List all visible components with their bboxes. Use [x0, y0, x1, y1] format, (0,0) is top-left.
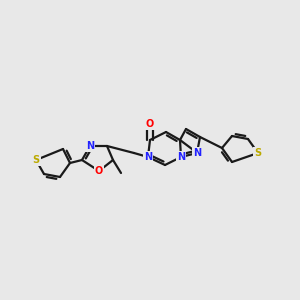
Text: N: N	[86, 141, 94, 151]
Text: O: O	[95, 166, 103, 176]
Text: N: N	[177, 152, 185, 162]
Text: O: O	[146, 119, 154, 129]
Text: N: N	[193, 148, 201, 158]
Text: S: S	[254, 148, 262, 158]
Text: N: N	[144, 152, 152, 162]
Text: S: S	[32, 155, 40, 165]
